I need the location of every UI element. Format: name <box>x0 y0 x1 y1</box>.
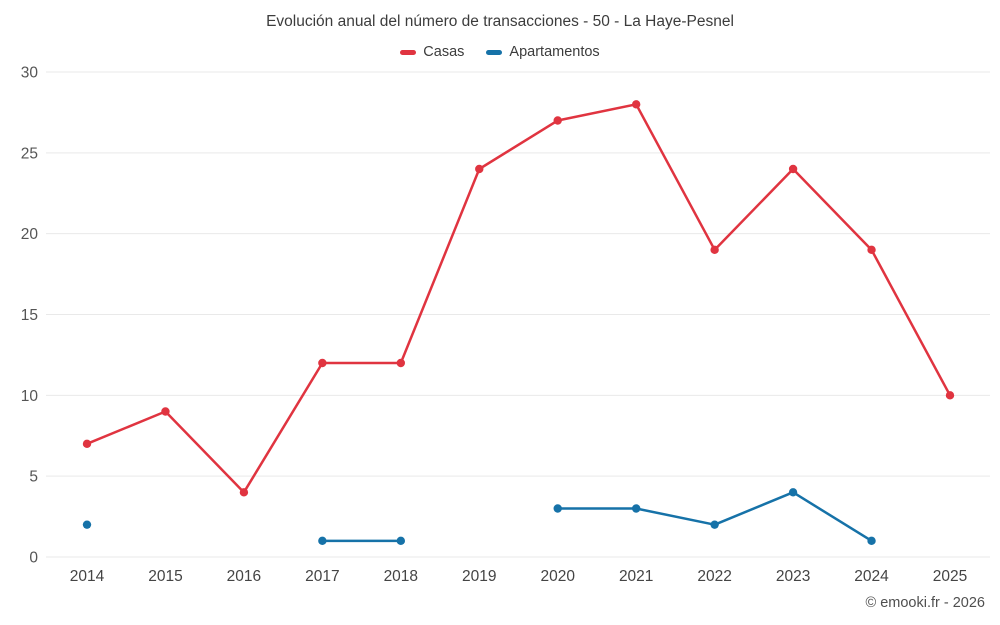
x-tick-label: 2014 <box>70 568 105 585</box>
data-point <box>82 439 92 449</box>
y-tick-label: 10 <box>21 388 39 405</box>
chart-title: Evolución anual del número de transaccio… <box>266 13 734 30</box>
y-tick-label: 0 <box>29 550 38 567</box>
x-tick-label: 2020 <box>540 568 575 585</box>
legend-label-apartamentos: Apartamentos <box>509 44 600 60</box>
x-tick-label: 2022 <box>697 568 731 585</box>
x-tick-label: 2016 <box>227 568 261 585</box>
x-tick-label: 2015 <box>148 568 182 585</box>
data-point <box>318 358 327 368</box>
x-tick-label: 2019 <box>462 568 496 585</box>
y-tick-label: 20 <box>21 226 39 243</box>
x-tick-label: 2023 <box>776 568 810 585</box>
legend-item-casas: Casas <box>400 44 464 60</box>
data-point <box>553 504 562 513</box>
footer-credit: © emooki.fr - 2026 <box>865 595 985 611</box>
data-point <box>396 358 406 368</box>
x-tick-label: 2021 <box>619 568 653 585</box>
y-tick-label: 25 <box>21 145 38 162</box>
legend-swatch-casas <box>400 49 417 55</box>
y-tick-label: 15 <box>21 307 38 324</box>
series-line <box>85 103 952 494</box>
x-tick-label: 2018 <box>384 568 418 585</box>
x-tick-label: 2017 <box>305 568 339 585</box>
data-point <box>867 245 876 255</box>
chart-legend: Casas Apartamentos <box>0 44 1000 60</box>
y-tick-label: 5 <box>29 469 38 486</box>
data-point <box>161 407 170 416</box>
data-point <box>867 536 876 546</box>
data-point <box>553 116 562 125</box>
legend-item-apartamentos: Apartamentos <box>486 44 600 60</box>
legend-label-casas: Casas <box>423 44 465 60</box>
legend-swatch-apartamentos <box>486 49 503 55</box>
data-point <box>631 504 641 513</box>
data-point <box>788 488 798 497</box>
data-point <box>788 164 798 174</box>
data-point <box>475 164 484 174</box>
data-point <box>396 536 406 546</box>
x-tick-label: 2025 <box>933 568 967 585</box>
data-point <box>239 488 249 497</box>
data-point <box>945 391 955 400</box>
data-point <box>631 100 641 109</box>
data-point <box>710 520 719 529</box>
data-point <box>82 520 92 529</box>
y-tick-label: 30 <box>21 65 39 82</box>
x-tick-label: 2024 <box>854 568 889 585</box>
data-point <box>710 245 719 255</box>
data-point <box>318 536 327 546</box>
series-line <box>556 491 873 543</box>
